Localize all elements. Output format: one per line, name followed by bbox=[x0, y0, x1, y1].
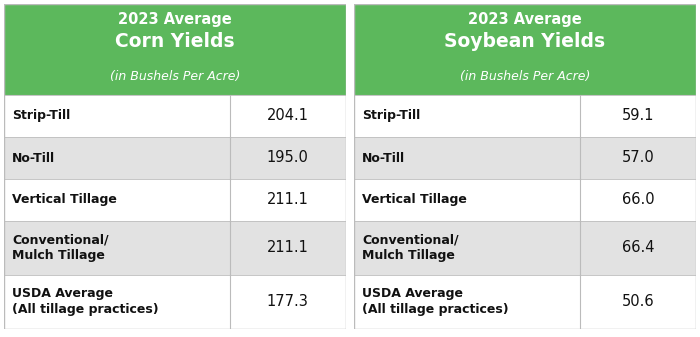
Text: 66.0: 66.0 bbox=[622, 192, 654, 208]
Bar bbox=[354, 221, 696, 275]
Text: 2023 Average: 2023 Average bbox=[118, 12, 232, 27]
Text: 59.1: 59.1 bbox=[622, 109, 654, 123]
Text: Vertical Tillage: Vertical Tillage bbox=[362, 193, 467, 207]
Text: No-Till: No-Till bbox=[12, 152, 55, 164]
Text: 204.1: 204.1 bbox=[267, 109, 309, 123]
Text: Strip-Till: Strip-Till bbox=[362, 110, 420, 123]
Bar bbox=[354, 275, 696, 329]
Text: 2023 Average: 2023 Average bbox=[468, 12, 582, 27]
Text: Conventional/
Mulch Tillage: Conventional/ Mulch Tillage bbox=[362, 234, 459, 263]
Text: Vertical Tillage: Vertical Tillage bbox=[12, 193, 117, 207]
Bar bbox=[354, 4, 696, 95]
Bar bbox=[4, 275, 346, 329]
Bar bbox=[4, 137, 346, 179]
Text: USDA Average
(All tillage practices): USDA Average (All tillage practices) bbox=[362, 287, 509, 316]
Bar bbox=[354, 179, 696, 221]
Text: 195.0: 195.0 bbox=[267, 151, 309, 165]
Text: No-Till: No-Till bbox=[362, 152, 405, 164]
Text: Soybean Yields: Soybean Yields bbox=[444, 32, 606, 51]
Text: USDA Average
(All tillage practices): USDA Average (All tillage practices) bbox=[12, 287, 159, 316]
Text: Corn Yields: Corn Yields bbox=[116, 32, 234, 51]
Bar bbox=[354, 137, 696, 179]
Bar bbox=[4, 179, 346, 221]
Text: Strip-Till: Strip-Till bbox=[12, 110, 70, 123]
Text: 177.3: 177.3 bbox=[267, 295, 309, 309]
Text: (in Bushels Per Acre): (in Bushels Per Acre) bbox=[460, 70, 590, 83]
Text: 66.4: 66.4 bbox=[622, 241, 654, 255]
Text: 50.6: 50.6 bbox=[622, 295, 654, 309]
Text: 57.0: 57.0 bbox=[622, 151, 654, 165]
Text: 211.1: 211.1 bbox=[267, 192, 309, 208]
Text: Conventional/
Mulch Tillage: Conventional/ Mulch Tillage bbox=[12, 234, 109, 263]
Text: 211.1: 211.1 bbox=[267, 241, 309, 255]
Bar bbox=[354, 95, 696, 137]
Bar bbox=[4, 95, 346, 137]
Text: (in Bushels Per Acre): (in Bushels Per Acre) bbox=[110, 70, 240, 83]
Bar bbox=[4, 221, 346, 275]
Bar bbox=[4, 4, 346, 95]
